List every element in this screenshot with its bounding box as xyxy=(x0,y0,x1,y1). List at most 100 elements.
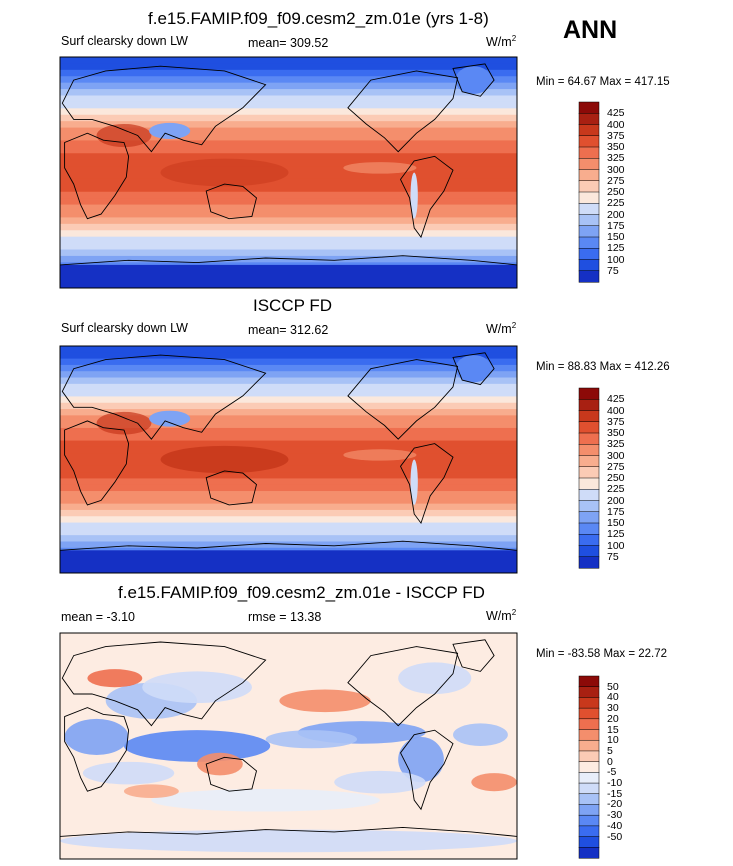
colorbar-swatch xyxy=(578,522,600,535)
panel-2-mean-label: mean= 312.62 xyxy=(248,323,329,337)
colorbar-swatch xyxy=(578,675,600,688)
coastline-africa xyxy=(64,420,130,506)
field-band xyxy=(60,249,517,257)
coastline-antarctica xyxy=(60,255,517,288)
coastline-greenland xyxy=(452,639,495,672)
colorbar-swatch xyxy=(578,225,600,238)
colorbar-2-label: 250 xyxy=(607,472,625,484)
colorbar-swatch xyxy=(578,772,600,784)
colorbar-2-label: 400 xyxy=(607,404,625,417)
colorbar-3-label: 5 xyxy=(607,744,613,757)
coastline-australia xyxy=(205,470,258,506)
colorbar-swatch xyxy=(578,793,600,806)
colorbar-swatch xyxy=(578,146,600,159)
field-band xyxy=(60,114,517,122)
colorbar-swatch xyxy=(578,180,600,193)
panel-1-title: f.e15.FAMIP.f09_f09.cesm2_zm.01e (yrs 1-… xyxy=(148,9,489,28)
field-band xyxy=(60,478,517,486)
diff-blob xyxy=(123,730,271,762)
field-band xyxy=(60,166,517,174)
field-band xyxy=(60,223,517,231)
colorbar-1-label: 375 xyxy=(607,129,625,142)
colorbar-3-label: -10 xyxy=(607,777,623,790)
panel-2-minmax: Min = 88.83 Max = 412.26 xyxy=(536,361,670,373)
diff-blob xyxy=(151,788,380,812)
field-band xyxy=(60,522,517,530)
field-band xyxy=(60,352,517,360)
field-band xyxy=(60,127,517,135)
field-band xyxy=(60,465,517,473)
colorbar-swatch xyxy=(578,814,600,827)
colorbar-3 xyxy=(578,675,600,859)
tibet-cold-spot xyxy=(149,122,191,140)
diff-blob xyxy=(123,784,179,798)
colorbar-swatch xyxy=(578,739,600,752)
colorbar-1-label: 125 xyxy=(607,242,625,255)
colorbar-1-label: 275 xyxy=(607,174,625,187)
map-panel-3 xyxy=(59,632,518,860)
field-band xyxy=(60,541,517,549)
coastline-eurasia xyxy=(61,65,267,153)
colorbar-2-label: 375 xyxy=(607,415,625,428)
field-band xyxy=(60,440,517,448)
field-band xyxy=(60,484,517,492)
colorbar-swatch xyxy=(578,101,600,114)
field-band xyxy=(60,243,517,251)
field-band xyxy=(60,76,517,84)
colorbar-swatch xyxy=(578,836,600,848)
field-band xyxy=(60,396,517,404)
andes-strip xyxy=(410,172,418,219)
field-band xyxy=(60,503,517,511)
coastline-eurasia xyxy=(61,641,267,727)
coastline-greenland xyxy=(452,352,495,386)
colorbar-swatch xyxy=(578,697,600,709)
panel-1-units-sup: 2 xyxy=(511,34,517,43)
field-band xyxy=(60,140,517,148)
coastline-greenland xyxy=(452,63,495,97)
colorbar-swatch xyxy=(578,556,600,569)
colorbar-2-label: 425 xyxy=(607,393,625,406)
colorbar-3-label: -50 xyxy=(607,830,623,843)
panel-1-minmax: Min = 64.67 Max = 417.15 xyxy=(536,76,670,88)
antarctic-cold xyxy=(60,264,517,288)
coastline-samerica xyxy=(399,443,454,525)
colorbar-1-label: 200 xyxy=(607,208,625,221)
colorbar-swatch xyxy=(578,124,600,137)
field-band xyxy=(60,211,517,219)
colorbar-swatch xyxy=(578,750,600,763)
field-band xyxy=(60,230,517,238)
colorbar-2-label: 150 xyxy=(607,517,625,529)
colorbar-2-label: 75 xyxy=(607,550,619,563)
field-band xyxy=(60,371,517,379)
colorbar-3-label: -5 xyxy=(607,766,617,779)
diff-blob xyxy=(82,761,175,785)
panel-2-title: ISCCP FD xyxy=(253,296,333,315)
field-band xyxy=(60,153,517,161)
colorbar-swatch xyxy=(578,203,600,216)
coastline-samerica xyxy=(399,155,454,239)
panel-2-units-text: W/m xyxy=(486,322,512,337)
colorbar-swatch xyxy=(578,214,600,227)
colorbar-3-label: 0 xyxy=(607,755,613,768)
coastline-africa xyxy=(64,132,130,220)
colorbar-swatch xyxy=(578,686,600,698)
field-band xyxy=(60,497,517,505)
colorbar-swatch xyxy=(578,387,600,400)
field-band xyxy=(60,446,517,454)
field-band xyxy=(60,57,517,65)
field-band xyxy=(60,415,517,423)
coastline-antarctica xyxy=(60,826,517,859)
east-pacific-tongue xyxy=(343,162,417,174)
colorbar-swatch xyxy=(578,421,600,434)
field-band xyxy=(60,491,517,498)
colorbar-swatch xyxy=(578,191,600,204)
panel-1-mean-label: mean= 309.52 xyxy=(248,36,329,50)
antarctic-cold xyxy=(60,550,517,573)
colorbar-1-label: 350 xyxy=(607,141,625,153)
colorbar-swatch xyxy=(578,399,600,412)
andes-strip xyxy=(410,459,418,505)
map-field-2 xyxy=(60,346,517,573)
field-band xyxy=(60,409,517,416)
diff-blob xyxy=(398,662,472,695)
panel-3-units-sup: 2 xyxy=(511,608,517,617)
